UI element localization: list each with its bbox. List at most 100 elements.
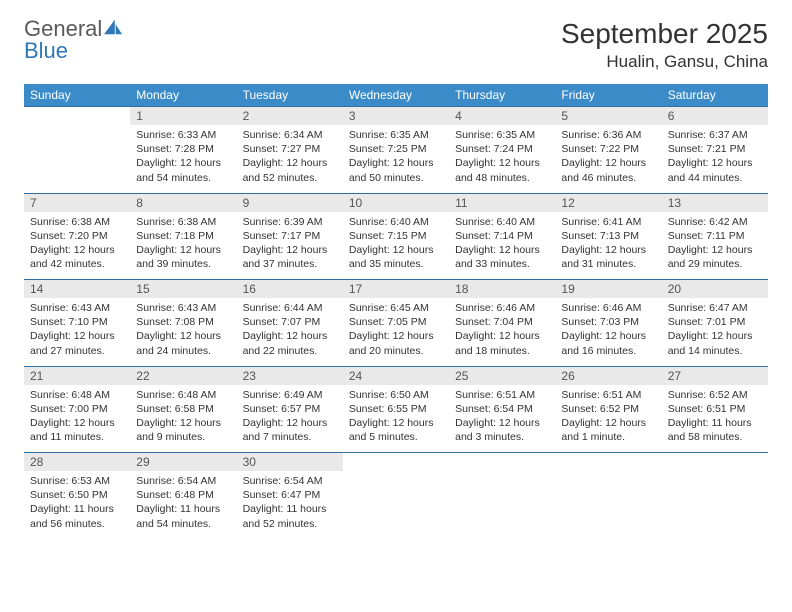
daylight-text: Daylight: 12 hours and 24 minutes. bbox=[136, 329, 230, 357]
day-content-cell: Sunrise: 6:53 AMSunset: 6:50 PMDaylight:… bbox=[24, 471, 130, 539]
daylight-text: Daylight: 12 hours and 29 minutes. bbox=[668, 243, 762, 271]
daylight-text: Daylight: 11 hours and 58 minutes. bbox=[668, 416, 762, 444]
day-number-cell: 25 bbox=[449, 366, 555, 385]
page-header: General Blue September 2025 Hualin, Gans… bbox=[24, 18, 768, 72]
day-content-cell: Sunrise: 6:34 AMSunset: 7:27 PMDaylight:… bbox=[237, 125, 343, 193]
day-number-cell bbox=[343, 453, 449, 472]
day-content-cell bbox=[24, 125, 130, 193]
day-content-cell: Sunrise: 6:38 AMSunset: 7:18 PMDaylight:… bbox=[130, 212, 236, 280]
day-content-cell bbox=[449, 471, 555, 539]
sunset-text: Sunset: 7:14 PM bbox=[455, 229, 549, 243]
day-number-row: 78910111213 bbox=[24, 193, 768, 212]
sunset-text: Sunset: 7:10 PM bbox=[30, 315, 124, 329]
month-title: September 2025 bbox=[561, 18, 768, 50]
sunrise-text: Sunrise: 6:54 AM bbox=[136, 474, 230, 488]
daylight-text: Daylight: 12 hours and 7 minutes. bbox=[243, 416, 337, 444]
daylight-text: Daylight: 11 hours and 52 minutes. bbox=[243, 502, 337, 530]
day-number-cell: 30 bbox=[237, 453, 343, 472]
daylight-text: Daylight: 12 hours and 3 minutes. bbox=[455, 416, 549, 444]
day-content-cell: Sunrise: 6:54 AMSunset: 6:48 PMDaylight:… bbox=[130, 471, 236, 539]
sunset-text: Sunset: 6:47 PM bbox=[243, 488, 337, 502]
brand-part2: Blue bbox=[24, 38, 68, 63]
day-number-cell: 21 bbox=[24, 366, 130, 385]
sunset-text: Sunset: 6:54 PM bbox=[455, 402, 549, 416]
day-number-cell: 6 bbox=[662, 107, 768, 126]
sunset-text: Sunset: 6:57 PM bbox=[243, 402, 337, 416]
day-content-cell: Sunrise: 6:44 AMSunset: 7:07 PMDaylight:… bbox=[237, 298, 343, 366]
day-number-cell: 29 bbox=[130, 453, 236, 472]
day-content-cell: Sunrise: 6:49 AMSunset: 6:57 PMDaylight:… bbox=[237, 385, 343, 453]
sunrise-text: Sunrise: 6:54 AM bbox=[243, 474, 337, 488]
day-content-cell: Sunrise: 6:50 AMSunset: 6:55 PMDaylight:… bbox=[343, 385, 449, 453]
daylight-text: Daylight: 12 hours and 11 minutes. bbox=[30, 416, 124, 444]
day-content-cell: Sunrise: 6:40 AMSunset: 7:14 PMDaylight:… bbox=[449, 212, 555, 280]
sunset-text: Sunset: 7:08 PM bbox=[136, 315, 230, 329]
sunset-text: Sunset: 7:13 PM bbox=[561, 229, 655, 243]
day-content-row: Sunrise: 6:43 AMSunset: 7:10 PMDaylight:… bbox=[24, 298, 768, 366]
sunset-text: Sunset: 7:15 PM bbox=[349, 229, 443, 243]
day-number-cell: 13 bbox=[662, 193, 768, 212]
sunset-text: Sunset: 7:25 PM bbox=[349, 142, 443, 156]
sunset-text: Sunset: 7:01 PM bbox=[668, 315, 762, 329]
day-number-cell: 11 bbox=[449, 193, 555, 212]
sunrise-text: Sunrise: 6:48 AM bbox=[30, 388, 124, 402]
day-content-cell: Sunrise: 6:45 AMSunset: 7:05 PMDaylight:… bbox=[343, 298, 449, 366]
sunrise-text: Sunrise: 6:34 AM bbox=[243, 128, 337, 142]
sunrise-text: Sunrise: 6:47 AM bbox=[668, 301, 762, 315]
sunrise-text: Sunrise: 6:45 AM bbox=[349, 301, 443, 315]
daylight-text: Daylight: 12 hours and 39 minutes. bbox=[136, 243, 230, 271]
sunset-text: Sunset: 7:20 PM bbox=[30, 229, 124, 243]
sunrise-text: Sunrise: 6:35 AM bbox=[455, 128, 549, 142]
sunrise-text: Sunrise: 6:33 AM bbox=[136, 128, 230, 142]
sunset-text: Sunset: 7:21 PM bbox=[668, 142, 762, 156]
sunrise-text: Sunrise: 6:53 AM bbox=[30, 474, 124, 488]
day-number-cell: 10 bbox=[343, 193, 449, 212]
sunrise-text: Sunrise: 6:35 AM bbox=[349, 128, 443, 142]
day-number-cell: 14 bbox=[24, 280, 130, 299]
day-content-cell: Sunrise: 6:40 AMSunset: 7:15 PMDaylight:… bbox=[343, 212, 449, 280]
sunset-text: Sunset: 7:11 PM bbox=[668, 229, 762, 243]
daylight-text: Daylight: 12 hours and 44 minutes. bbox=[668, 156, 762, 184]
sunset-text: Sunset: 7:17 PM bbox=[243, 229, 337, 243]
day-number-cell: 26 bbox=[555, 366, 661, 385]
sunrise-text: Sunrise: 6:46 AM bbox=[455, 301, 549, 315]
day-content-row: Sunrise: 6:38 AMSunset: 7:20 PMDaylight:… bbox=[24, 212, 768, 280]
brand-logo: General Blue bbox=[24, 18, 124, 62]
daylight-text: Daylight: 12 hours and 54 minutes. bbox=[136, 156, 230, 184]
daylight-text: Daylight: 12 hours and 52 minutes. bbox=[243, 156, 337, 184]
sunrise-text: Sunrise: 6:51 AM bbox=[455, 388, 549, 402]
weekday-header: Sunday bbox=[24, 84, 130, 107]
day-number-cell bbox=[662, 453, 768, 472]
day-number-row: 282930 bbox=[24, 453, 768, 472]
day-number-cell: 2 bbox=[237, 107, 343, 126]
day-number-cell: 12 bbox=[555, 193, 661, 212]
day-content-cell: Sunrise: 6:48 AMSunset: 6:58 PMDaylight:… bbox=[130, 385, 236, 453]
weekday-header: Monday bbox=[130, 84, 236, 107]
day-content-cell: Sunrise: 6:51 AMSunset: 6:52 PMDaylight:… bbox=[555, 385, 661, 453]
daylight-text: Daylight: 12 hours and 18 minutes. bbox=[455, 329, 549, 357]
sunset-text: Sunset: 7:04 PM bbox=[455, 315, 549, 329]
sunset-text: Sunset: 7:00 PM bbox=[30, 402, 124, 416]
day-content-cell: Sunrise: 6:35 AMSunset: 7:24 PMDaylight:… bbox=[449, 125, 555, 193]
daylight-text: Daylight: 12 hours and 46 minutes. bbox=[561, 156, 655, 184]
sunset-text: Sunset: 6:50 PM bbox=[30, 488, 124, 502]
daylight-text: Daylight: 12 hours and 35 minutes. bbox=[349, 243, 443, 271]
day-number-cell: 3 bbox=[343, 107, 449, 126]
sunrise-text: Sunrise: 6:46 AM bbox=[561, 301, 655, 315]
daylight-text: Daylight: 12 hours and 42 minutes. bbox=[30, 243, 124, 271]
weekday-header: Thursday bbox=[449, 84, 555, 107]
sunset-text: Sunset: 7:18 PM bbox=[136, 229, 230, 243]
daylight-text: Daylight: 11 hours and 56 minutes. bbox=[30, 502, 124, 530]
sunset-text: Sunset: 6:52 PM bbox=[561, 402, 655, 416]
day-content-row: Sunrise: 6:48 AMSunset: 7:00 PMDaylight:… bbox=[24, 385, 768, 453]
day-content-cell: Sunrise: 6:51 AMSunset: 6:54 PMDaylight:… bbox=[449, 385, 555, 453]
weekday-header: Friday bbox=[555, 84, 661, 107]
sunset-text: Sunset: 7:28 PM bbox=[136, 142, 230, 156]
daylight-text: Daylight: 12 hours and 50 minutes. bbox=[349, 156, 443, 184]
day-content-cell: Sunrise: 6:48 AMSunset: 7:00 PMDaylight:… bbox=[24, 385, 130, 453]
weekday-header: Tuesday bbox=[237, 84, 343, 107]
day-content-cell: Sunrise: 6:43 AMSunset: 7:08 PMDaylight:… bbox=[130, 298, 236, 366]
day-number-cell: 15 bbox=[130, 280, 236, 299]
sunset-text: Sunset: 7:24 PM bbox=[455, 142, 549, 156]
day-number-cell: 5 bbox=[555, 107, 661, 126]
